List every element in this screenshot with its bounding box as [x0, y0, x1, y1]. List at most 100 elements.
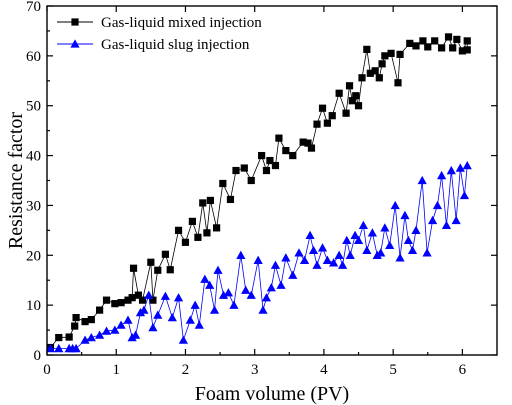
data-point — [406, 39, 414, 47]
data-point — [451, 215, 461, 225]
data-point — [188, 217, 196, 225]
data-point — [65, 333, 73, 341]
data-point — [138, 296, 147, 304]
legend-item: Gas-liquid slug injection — [57, 37, 250, 53]
legend-triangle-marker — [70, 39, 80, 48]
data-point — [437, 170, 447, 180]
data-point — [149, 296, 157, 304]
data-point — [463, 46, 471, 54]
data-point — [431, 37, 439, 45]
data-point — [354, 102, 363, 110]
data-point — [271, 161, 280, 170]
data-point — [282, 146, 290, 155]
data-point — [194, 320, 204, 329]
series-layer — [45, 33, 472, 353]
data-point — [366, 69, 374, 77]
data-point — [232, 166, 240, 175]
data-point — [352, 92, 360, 100]
data-point — [419, 37, 427, 45]
y-tick-label: 60 — [26, 49, 41, 65]
data-point — [178, 335, 188, 344]
data-point — [462, 160, 472, 170]
data-point — [86, 332, 96, 342]
series-line — [50, 36, 468, 348]
data-point — [307, 144, 316, 152]
data-point — [190, 300, 200, 309]
data-point — [241, 285, 251, 294]
data-point — [80, 335, 90, 344]
x-tick-label: 5 — [389, 362, 397, 378]
data-point — [380, 223, 390, 232]
x-tick-label: 2 — [182, 362, 190, 378]
data-point — [411, 225, 421, 235]
data-point — [299, 255, 310, 264]
y-tick-label: 10 — [26, 298, 41, 314]
data-point — [407, 245, 418, 254]
data-point — [166, 266, 174, 274]
data-point — [446, 165, 456, 175]
data-point — [167, 313, 177, 322]
data-point — [270, 260, 281, 269]
data-point — [385, 240, 395, 249]
data-point — [160, 291, 170, 300]
data-point — [266, 156, 274, 165]
data-point — [247, 176, 255, 185]
x-axis-title: Foam volume (PV) — [195, 383, 349, 405]
x-tick-label: 3 — [251, 362, 259, 378]
data-point — [124, 296, 132, 304]
data-point — [262, 166, 271, 175]
data-point — [367, 228, 377, 237]
data-point — [463, 37, 471, 45]
data-point — [358, 74, 366, 82]
x-tick-label: 6 — [459, 362, 467, 378]
data-point — [432, 200, 443, 210]
data-point — [205, 280, 215, 289]
data-point — [226, 195, 235, 204]
data-point — [246, 290, 256, 299]
data-point — [219, 179, 227, 188]
data-point — [376, 248, 386, 257]
data-point — [71, 322, 79, 330]
x-tick-label: 1 — [112, 362, 120, 378]
data-point — [123, 315, 133, 324]
data-point — [110, 325, 120, 334]
data-point — [353, 235, 364, 245]
data-point — [174, 226, 183, 234]
data-point — [358, 220, 368, 230]
data-point — [111, 300, 119, 308]
data-point — [323, 119, 331, 127]
data-point — [72, 314, 80, 322]
data-point — [350, 230, 360, 240]
data-point — [441, 220, 452, 230]
data-point — [55, 333, 63, 342]
data-point — [422, 248, 432, 257]
data-point — [381, 52, 389, 60]
data-point — [458, 47, 466, 55]
data-point — [129, 264, 138, 272]
data-point — [342, 235, 352, 245]
data-point — [375, 74, 383, 82]
data-point — [304, 139, 312, 147]
data-point — [236, 250, 246, 259]
data-point — [275, 134, 283, 142]
data-point — [209, 305, 220, 314]
data-point — [417, 175, 427, 185]
data-point — [95, 330, 105, 339]
data-point — [96, 306, 104, 314]
data-point — [362, 245, 372, 254]
data-point — [338, 260, 348, 269]
data-point — [206, 196, 214, 205]
data-point — [459, 190, 470, 200]
data-point — [173, 293, 184, 302]
data-point — [400, 210, 410, 220]
x-tick-label: 0 — [43, 362, 51, 378]
data-point — [387, 49, 395, 57]
data-point — [229, 300, 239, 309]
data-point — [101, 326, 112, 335]
x-tick-label: 4 — [320, 362, 328, 378]
data-point — [185, 315, 195, 324]
data-point — [289, 151, 297, 160]
series-mixed-injection — [46, 33, 471, 352]
data-point — [45, 343, 56, 353]
